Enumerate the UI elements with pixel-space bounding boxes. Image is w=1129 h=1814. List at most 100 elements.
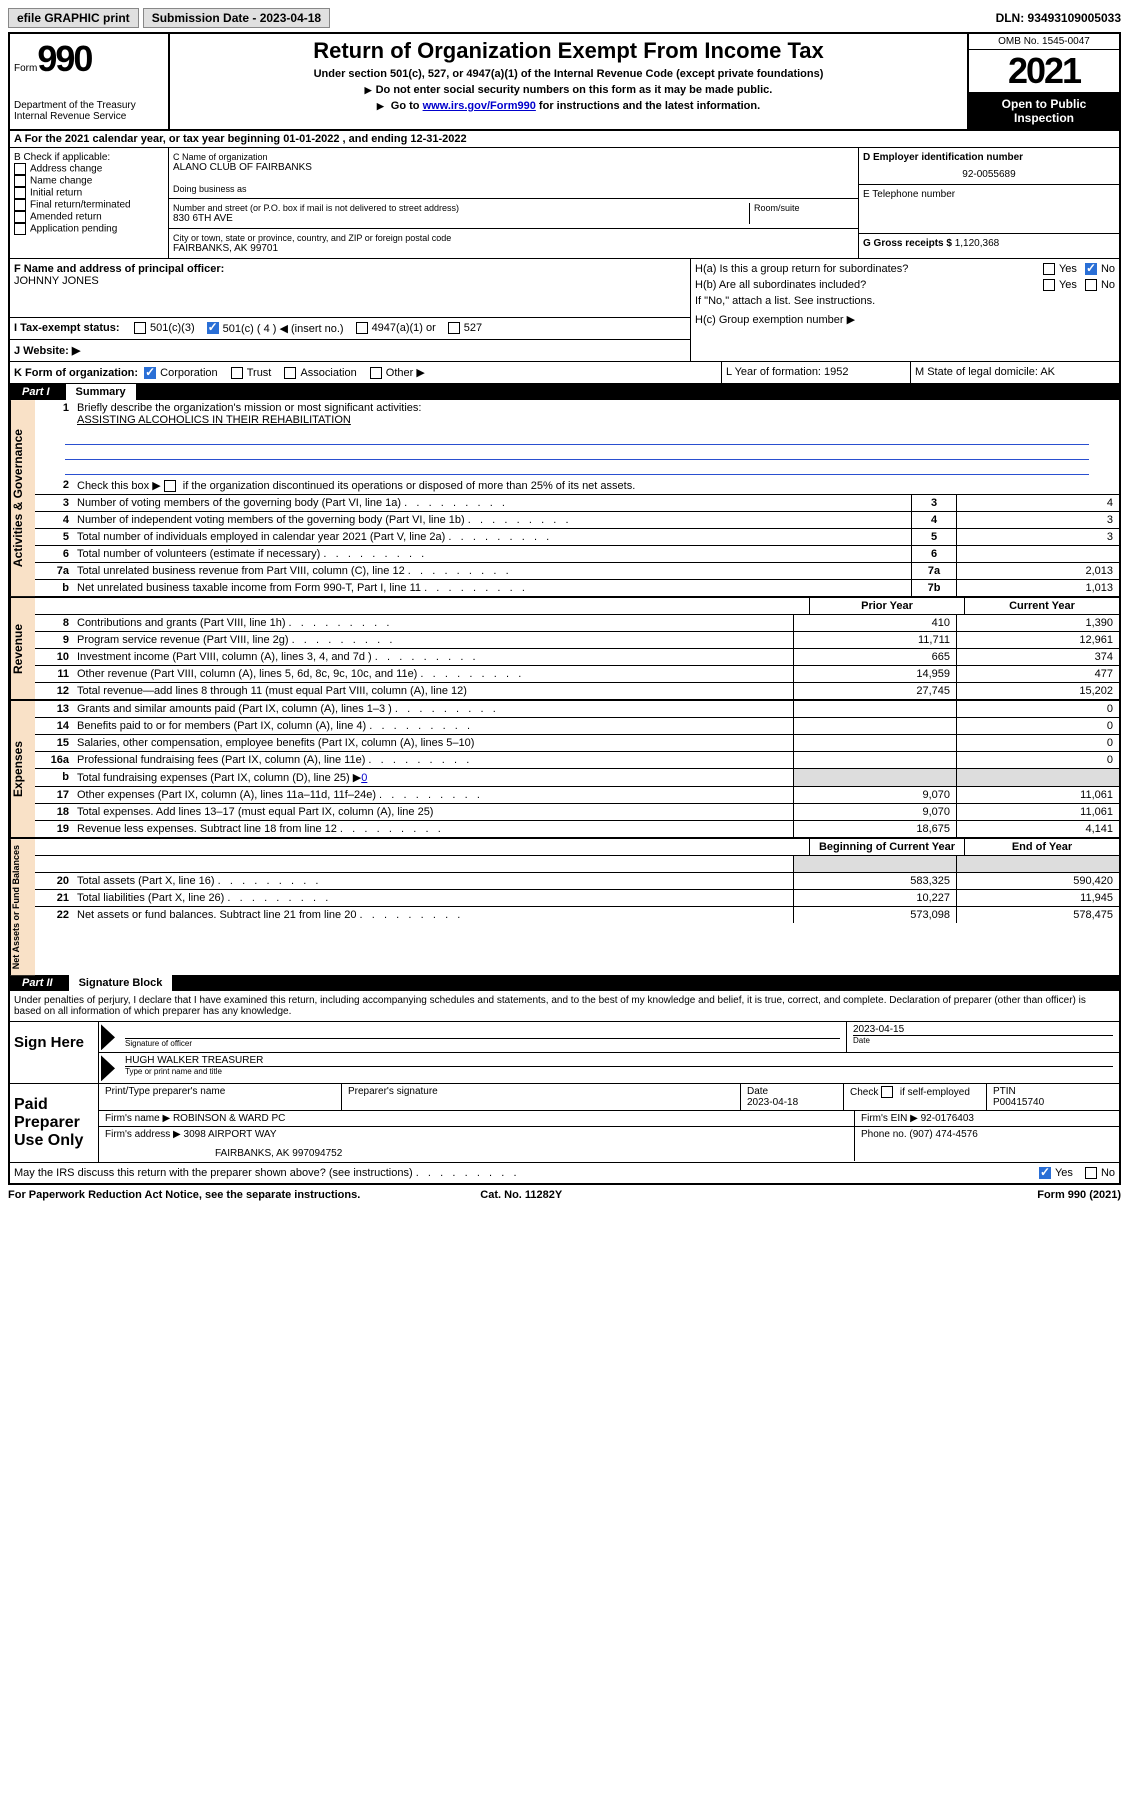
- i-o1: 501(c)(3): [150, 322, 195, 335]
- chk-final[interactable]: [14, 199, 26, 211]
- i-o3: 4947(a)(1) or: [372, 322, 436, 335]
- chk-501c3[interactable]: [134, 322, 146, 334]
- part2-title: Signature Block: [69, 975, 173, 991]
- l14-desc: Benefits paid to or for members (Part IX…: [73, 718, 793, 734]
- chk-corp[interactable]: [144, 367, 156, 379]
- l19-c: 4,141: [956, 821, 1119, 837]
- vstrip-gov: Activities & Governance: [10, 400, 35, 596]
- l10-p: 665: [793, 649, 956, 665]
- lbl-final: Final return/terminated: [30, 200, 131, 211]
- l3-val: 4: [956, 495, 1119, 511]
- instr2: Go to www.irs.gov/Form990 for instructio…: [178, 100, 959, 112]
- l20-desc: Total assets (Part X, line 16): [73, 873, 793, 889]
- l15-p: [793, 735, 956, 751]
- chk-mayirs-no[interactable]: [1085, 1167, 1097, 1179]
- org-name: ALANO CLUB OF FAIRBANKS: [173, 162, 854, 173]
- prep-date-val: 2023-04-18: [747, 1097, 798, 1108]
- instr2-link[interactable]: www.irs.gov/Form990: [423, 100, 536, 112]
- paid-label: Paid Preparer Use Only: [10, 1084, 99, 1162]
- l16a-desc: Professional fundraising fees (Part IX, …: [73, 752, 793, 768]
- firm-addr1: 3098 AIRPORT WAY: [184, 1129, 277, 1140]
- sig-date-val: 2023-04-15: [853, 1024, 1113, 1035]
- chk-assoc[interactable]: [284, 367, 296, 379]
- fh-row: F Name and address of principal officer:…: [10, 259, 1119, 362]
- footer-right: Form 990 (2021): [1037, 1189, 1121, 1201]
- instr2-pre: Go to: [391, 100, 423, 112]
- chk-mayirs-yes[interactable]: [1039, 1167, 1051, 1179]
- lbl-namechg: Name change: [30, 176, 92, 187]
- l22-desc: Net assets or fund balances. Subtract li…: [73, 907, 793, 923]
- phone-label: E Telephone number: [863, 189, 1115, 200]
- l20-c: 590,420: [956, 873, 1119, 889]
- chk-self[interactable]: [881, 1086, 893, 1098]
- mission-rules: [35, 428, 1119, 477]
- hc-label: H(c) Group exemption number ▶: [695, 313, 1115, 326]
- l6-desc: Total number of volunteers (estimate if …: [73, 546, 911, 562]
- l4-box: 4: [911, 512, 956, 528]
- footer-mid: Cat. No. 11282Y: [480, 1189, 562, 1201]
- chk-initial[interactable]: [14, 187, 26, 199]
- chk-pending[interactable]: [14, 223, 26, 235]
- chk-527[interactable]: [448, 322, 460, 334]
- row-a: A For the 2021 calendar year, or tax yea…: [10, 131, 1119, 148]
- k-o3: Association: [300, 367, 356, 379]
- l7a-box: 7a: [911, 563, 956, 579]
- l6-box: 6: [911, 546, 956, 562]
- part2-bar: Part II Signature Block: [10, 975, 1119, 991]
- l11-desc: Other revenue (Part VIII, column (A), li…: [73, 666, 793, 682]
- chk-hb-no[interactable]: [1085, 279, 1097, 291]
- l16a-c: 0: [956, 752, 1119, 768]
- lbl-address: Address change: [30, 164, 102, 175]
- l6-val: [956, 546, 1119, 562]
- vstrip-rev: Revenue: [10, 598, 35, 699]
- dln: DLN: 93493109005033: [996, 11, 1121, 25]
- chk-address[interactable]: [14, 163, 26, 175]
- l15-c: 0: [956, 735, 1119, 751]
- l17-desc: Other expenses (Part IX, column (A), lin…: [73, 787, 793, 803]
- chk-4947[interactable]: [356, 322, 368, 334]
- l16b-c: [956, 769, 1119, 786]
- i-o4: 527: [464, 322, 482, 335]
- chk-other[interactable]: [370, 367, 382, 379]
- chk-l2[interactable]: [164, 480, 176, 492]
- ein-label: D Employer identification number: [863, 152, 1115, 163]
- firm-phone-lbl: Phone no.: [861, 1129, 907, 1140]
- l9-c: 12,961: [956, 632, 1119, 648]
- part2-label: Part II: [10, 975, 65, 991]
- form-word: Form: [14, 63, 37, 74]
- form-number: 990: [37, 38, 91, 79]
- ha-no: No: [1101, 263, 1115, 275]
- chk-ha-no[interactable]: [1085, 263, 1097, 275]
- col-b: B Check if applicable: Address change Na…: [10, 148, 169, 258]
- ha-label: H(a) Is this a group return for subordin…: [695, 263, 1043, 275]
- k-o4: Other ▶: [386, 367, 425, 379]
- lbl-initial: Initial return: [30, 188, 82, 199]
- chk-amended[interactable]: [14, 211, 26, 223]
- topbar: efile GRAPHIC print Submission Date - 20…: [8, 8, 1121, 28]
- l7a-val: 2,013: [956, 563, 1119, 579]
- submission-btn[interactable]: Submission Date - 2023-04-18: [143, 8, 330, 28]
- officer-name: HUGH WALKER TREASURER: [125, 1055, 1113, 1066]
- l4-val: 3: [956, 512, 1119, 528]
- m-label: M State of legal domicile: AK: [911, 362, 1119, 383]
- hb-yes: Yes: [1059, 279, 1077, 291]
- hdr-boc: Beginning of Current Year: [809, 839, 964, 855]
- chk-ha-yes[interactable]: [1043, 263, 1055, 275]
- chk-hb-yes[interactable]: [1043, 279, 1055, 291]
- l11-p: 14,959: [793, 666, 956, 682]
- l10-desc: Investment income (Part VIII, column (A)…: [73, 649, 793, 665]
- chk-trust[interactable]: [231, 367, 243, 379]
- l8-c: 1,390: [956, 615, 1119, 631]
- chk-name[interactable]: [14, 175, 26, 187]
- chk-501c[interactable]: [207, 322, 219, 334]
- l20-p: 583,325: [793, 873, 956, 889]
- arrow-icon: [101, 1055, 115, 1081]
- sec-governance: Activities & Governance 1 Briefly descri…: [10, 400, 1119, 598]
- firm-addr-lbl: Firm's address ▶: [105, 1129, 181, 1140]
- prep-date-hdr: Date: [747, 1086, 768, 1097]
- efile-btn[interactable]: efile GRAPHIC print: [8, 8, 139, 28]
- ptin-val: P00415740: [993, 1097, 1044, 1108]
- l7b-desc: Net unrelated business taxable income fr…: [73, 580, 911, 596]
- l16b-link[interactable]: 0: [361, 772, 367, 784]
- l3-box: 3: [911, 495, 956, 511]
